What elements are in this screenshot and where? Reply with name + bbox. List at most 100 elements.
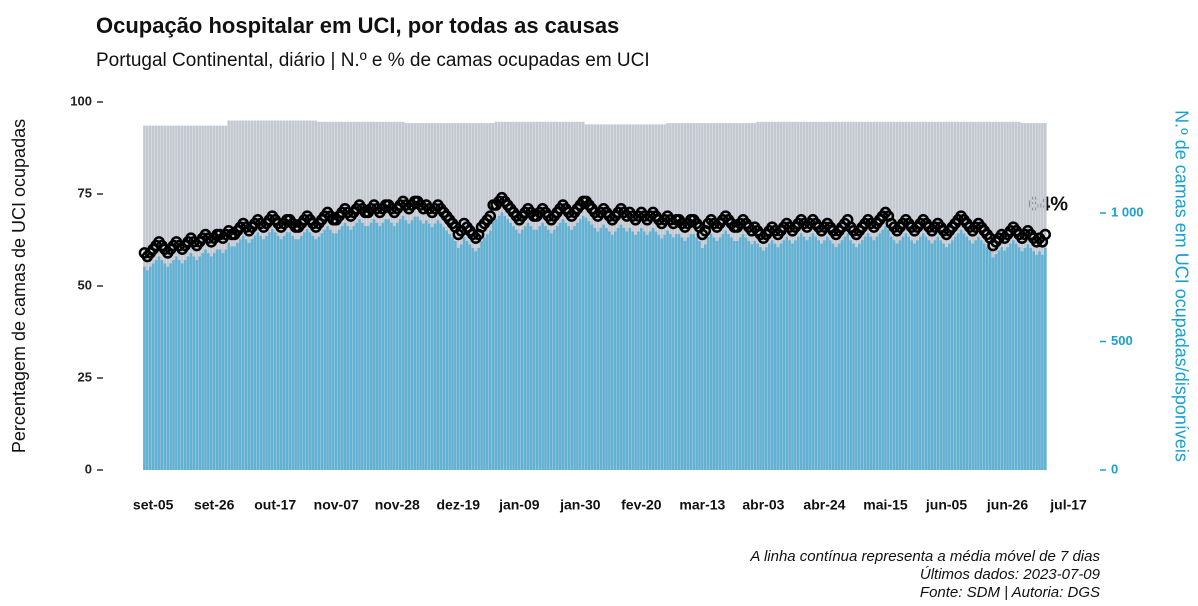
bar: [256, 232, 260, 470]
bar: [916, 240, 919, 470]
bar: [840, 240, 844, 470]
bar: [625, 231, 629, 470]
bar: [146, 270, 149, 470]
bar: [843, 236, 847, 470]
x-tick-label: abr-24: [803, 497, 845, 513]
y-tick-label: 0: [85, 461, 92, 476]
chart-title: Ocupação hospitalar em UCI, por todas as…: [96, 13, 619, 38]
bar: [1000, 247, 1004, 470]
bar: [326, 226, 329, 470]
bar: [878, 233, 881, 470]
bar: [622, 227, 626, 470]
bar: [683, 241, 687, 470]
bar: [212, 253, 216, 470]
bar: [924, 236, 928, 470]
bar: [486, 234, 489, 470]
bar: [343, 222, 347, 470]
bar: [468, 244, 472, 470]
bar: [561, 219, 565, 470]
bar: [494, 219, 498, 470]
y-tick-label: 50: [78, 277, 92, 292]
bar: [698, 241, 701, 470]
bar: [436, 220, 440, 470]
bar: [334, 233, 338, 470]
bar: [977, 236, 980, 470]
bar: [163, 263, 167, 470]
bar: [198, 256, 201, 470]
bar: [747, 241, 751, 470]
bar: [148, 266, 152, 470]
bar: [227, 242, 231, 470]
bar: [770, 240, 774, 470]
bar: [706, 237, 710, 470]
bar: [773, 243, 777, 470]
bar: [369, 222, 373, 470]
bar: [349, 229, 353, 470]
bar: [823, 240, 826, 470]
bar: [831, 243, 835, 470]
bar: [855, 247, 858, 470]
bar: [541, 222, 544, 470]
bar: [567, 226, 571, 470]
bar: [808, 236, 812, 470]
bar: [695, 237, 698, 470]
bar: [239, 239, 242, 470]
bar: [302, 232, 306, 470]
bar: [721, 234, 725, 470]
bar: [332, 233, 335, 470]
bar: [910, 240, 913, 470]
bar: [834, 247, 838, 470]
bar: [1014, 243, 1018, 470]
bar: [320, 233, 324, 470]
bar: [172, 260, 175, 470]
bar: [317, 236, 321, 470]
bar: [613, 231, 617, 470]
bar: [515, 229, 518, 470]
bar: [642, 231, 646, 470]
bar: [329, 229, 332, 470]
point: [484, 210, 497, 222]
bar: [602, 224, 605, 470]
x-tick-label: dez-19: [437, 497, 481, 513]
bar: [1009, 243, 1012, 470]
bar: [898, 240, 902, 470]
bar: [422, 223, 425, 470]
bar: [805, 240, 809, 470]
bar: [672, 237, 675, 470]
bar: [791, 243, 794, 470]
bar: [828, 240, 832, 470]
x-tick-label: jan-30: [559, 497, 601, 513]
bar: [340, 226, 344, 470]
bar: [221, 253, 225, 470]
bar: [491, 220, 495, 470]
bar: [207, 253, 210, 470]
bar: [273, 232, 277, 470]
bar: [948, 243, 951, 470]
bar: [224, 249, 228, 470]
bar: [666, 230, 669, 470]
bar: [596, 231, 600, 470]
bar: [779, 243, 783, 470]
bar: [366, 226, 370, 470]
bar: [759, 247, 762, 470]
bar: [262, 239, 265, 470]
y-tick-label: 75: [78, 185, 92, 200]
bar: [651, 227, 655, 470]
bar: [535, 229, 539, 470]
y-axis-label: Percentagem de camas de UCI ocupadas: [9, 119, 29, 453]
bar: [276, 235, 280, 470]
bar: [448, 234, 451, 470]
bar: [154, 260, 158, 470]
bar: [593, 227, 597, 470]
note: Últimos dados: 2023-07-09: [920, 566, 1101, 583]
bar: [1026, 244, 1030, 470]
bar: [189, 253, 193, 470]
bar: [532, 229, 536, 470]
bar: [980, 240, 983, 470]
bar: [587, 221, 591, 470]
bar: [268, 232, 271, 470]
bar: [962, 233, 966, 470]
bar: [872, 240, 876, 470]
bar: [750, 244, 754, 470]
bar: [762, 250, 765, 470]
